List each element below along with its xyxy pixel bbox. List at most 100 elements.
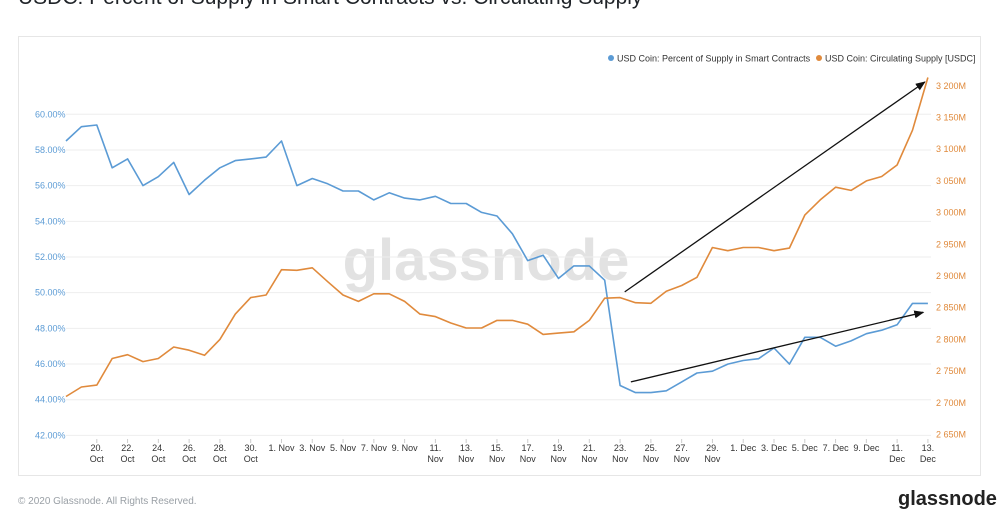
- footer-brand-logo: glassnode: [898, 488, 997, 510]
- series-line-percent-in-contracts: [65, 124, 928, 394]
- x-tick-label: 3. Nov: [299, 443, 326, 453]
- y-right-tick-label: 3 200M: [936, 81, 966, 91]
- x-tick: 1. Dec: [730, 439, 757, 453]
- x-tick-label: 24.: [152, 443, 165, 453]
- x-tick: 13.Dec: [920, 439, 936, 464]
- footer-copyright: © 2020 Glassnode. All Rights Reserved.: [18, 496, 197, 507]
- x-tick: 11.Dec: [889, 439, 906, 464]
- x-tick-label: 20.: [91, 443, 104, 453]
- chart-svg: glassnode 42.00% 44.00% 46.00% 48.00% 50.00%…: [35, 54, 976, 465]
- x-tick-label: 17.: [521, 443, 534, 453]
- y-left-tick-label: 46.00%: [35, 359, 66, 369]
- legend-swatch-blue-icon: [608, 55, 614, 61]
- x-tick-label: 7. Nov: [361, 443, 388, 453]
- x-tick: 29.Nov: [704, 439, 721, 464]
- annotation-layer: [624, 81, 926, 383]
- x-tick-label: Nov: [551, 454, 568, 464]
- x-tick-label: 28.: [214, 443, 227, 453]
- x-tick-label: 13.: [922, 443, 935, 453]
- x-tick-label: Oct: [121, 454, 136, 464]
- x-tick-label: 3. Dec: [761, 443, 788, 453]
- x-tick: 3. Dec: [761, 439, 788, 453]
- x-tick-label: 1. Nov: [268, 443, 295, 453]
- y-right-tick-label: 3 000M: [936, 208, 966, 218]
- y-right-tick-label: 2 800M: [936, 334, 966, 344]
- x-tick-label: 13.: [460, 443, 473, 453]
- x-tick-label: Nov: [704, 454, 721, 464]
- legend: USD Coin: Percent of Supply in Smart Con…: [608, 54, 976, 64]
- x-tick: 7. Nov: [361, 439, 388, 453]
- legend-swatch-orange-icon: [816, 55, 822, 61]
- legend-label-percent-in-contracts: USD Coin: Percent of Supply in Smart Con…: [617, 54, 811, 64]
- x-tick-label: 29.: [706, 443, 719, 453]
- y-right-tick-label: 3 050M: [936, 176, 966, 186]
- x-tick-label: Dec: [889, 454, 906, 464]
- x-tick-label: Nov: [612, 454, 629, 464]
- y-left-tick-label: 44.00%: [35, 395, 66, 405]
- x-tick: 9. Nov: [392, 439, 419, 453]
- y-left-tick-label: 54.00%: [35, 216, 66, 226]
- x-tick: 3. Nov: [299, 439, 326, 453]
- x-tick: 19.Nov: [551, 439, 568, 464]
- x-tick: 28.Oct: [213, 439, 228, 464]
- x-tick-label: 23.: [614, 443, 627, 453]
- y-right-tick-label: 2 750M: [936, 366, 966, 376]
- y-left-tick-label: 52.00%: [35, 252, 66, 262]
- y-right-tick-label: 2 900M: [936, 271, 966, 281]
- x-tick: 13.Nov: [458, 439, 475, 464]
- x-tick: 26.Oct: [182, 439, 197, 464]
- trend-arrow-supply-icon: [624, 81, 926, 293]
- watermark: glassnode: [343, 228, 630, 293]
- x-tick: 11.Nov: [427, 439, 444, 464]
- x-tick: 21.Nov: [581, 439, 598, 464]
- x-tick: 23.Nov: [612, 439, 629, 464]
- legend-item-circulating-supply[interactable]: USD Coin: Circulating Supply [USDC]: [816, 54, 976, 64]
- x-tick-label: Oct: [213, 454, 228, 464]
- y-left-tick-label: 60.00%: [35, 109, 66, 119]
- x-tick: 20.Oct: [90, 439, 105, 464]
- y-right-tick-label: 2 850M: [936, 303, 966, 313]
- x-tick: 5. Nov: [330, 439, 357, 453]
- x-tick-label: 5. Nov: [330, 443, 357, 453]
- x-tick-label: Oct: [182, 454, 197, 464]
- legend-item-percent-in-contracts[interactable]: USD Coin: Percent of Supply in Smart Con…: [608, 54, 811, 64]
- x-tick-label: Oct: [90, 454, 105, 464]
- x-tick-label: 22.: [121, 443, 134, 453]
- trend-arrow-percent-icon: [630, 310, 925, 383]
- x-tick: 1. Nov: [268, 439, 295, 453]
- x-tick-label: 30.: [244, 443, 257, 453]
- x-tick-label: Oct: [151, 454, 166, 464]
- x-tick: 15.Nov: [489, 439, 506, 464]
- y-left-tick-label: 56.00%: [35, 181, 66, 191]
- y-left-tick-label: 42.00%: [35, 430, 66, 440]
- x-tick: 7. Dec: [823, 439, 850, 453]
- x-tick-label: 21.: [583, 443, 596, 453]
- y-right-tick-label: 3 150M: [936, 112, 966, 122]
- y-left-tick-label: 48.00%: [35, 323, 66, 333]
- y-left-tick-label: 50.00%: [35, 288, 66, 298]
- y-left-tick-label: 58.00%: [35, 145, 66, 155]
- x-tick-label: 15.: [491, 443, 504, 453]
- x-tick-label: Nov: [427, 454, 444, 464]
- x-tick-label: Nov: [581, 454, 598, 464]
- x-tick-label: 26.: [183, 443, 196, 453]
- page-title: USDC: Percent of Supply in Smart Contrac…: [18, 0, 642, 10]
- chart-frame: glassnode 42.00% 44.00% 46.00% 48.00% 50.00%…: [18, 36, 981, 476]
- x-tick-label: 19.: [552, 443, 565, 453]
- y-right-tick-label: 2 700M: [936, 398, 966, 408]
- x-tick-label: Nov: [489, 454, 506, 464]
- y-right-tick-label: 3 100M: [936, 144, 966, 154]
- x-tick-label: Nov: [458, 454, 475, 464]
- x-tick: 9. Dec: [853, 439, 880, 453]
- x-tick-label: 9. Nov: [392, 443, 419, 453]
- x-tick-label: 1. Dec: [730, 443, 757, 453]
- legend-label-circulating-supply: USD Coin: Circulating Supply [USDC]: [825, 54, 976, 64]
- x-tick-label: 27.: [675, 443, 688, 453]
- x-tick-label: 11.: [891, 443, 903, 453]
- x-tick-label: 9. Dec: [853, 443, 880, 453]
- x-tick-label: 7. Dec: [823, 443, 850, 453]
- x-tick: 5. Dec: [792, 439, 818, 453]
- x-tick: 27.Nov: [674, 439, 690, 464]
- y-right-axis: 2 650M 2 700M 2 750M 2 800M 2 850M 2 900M 2 95…: [936, 81, 966, 440]
